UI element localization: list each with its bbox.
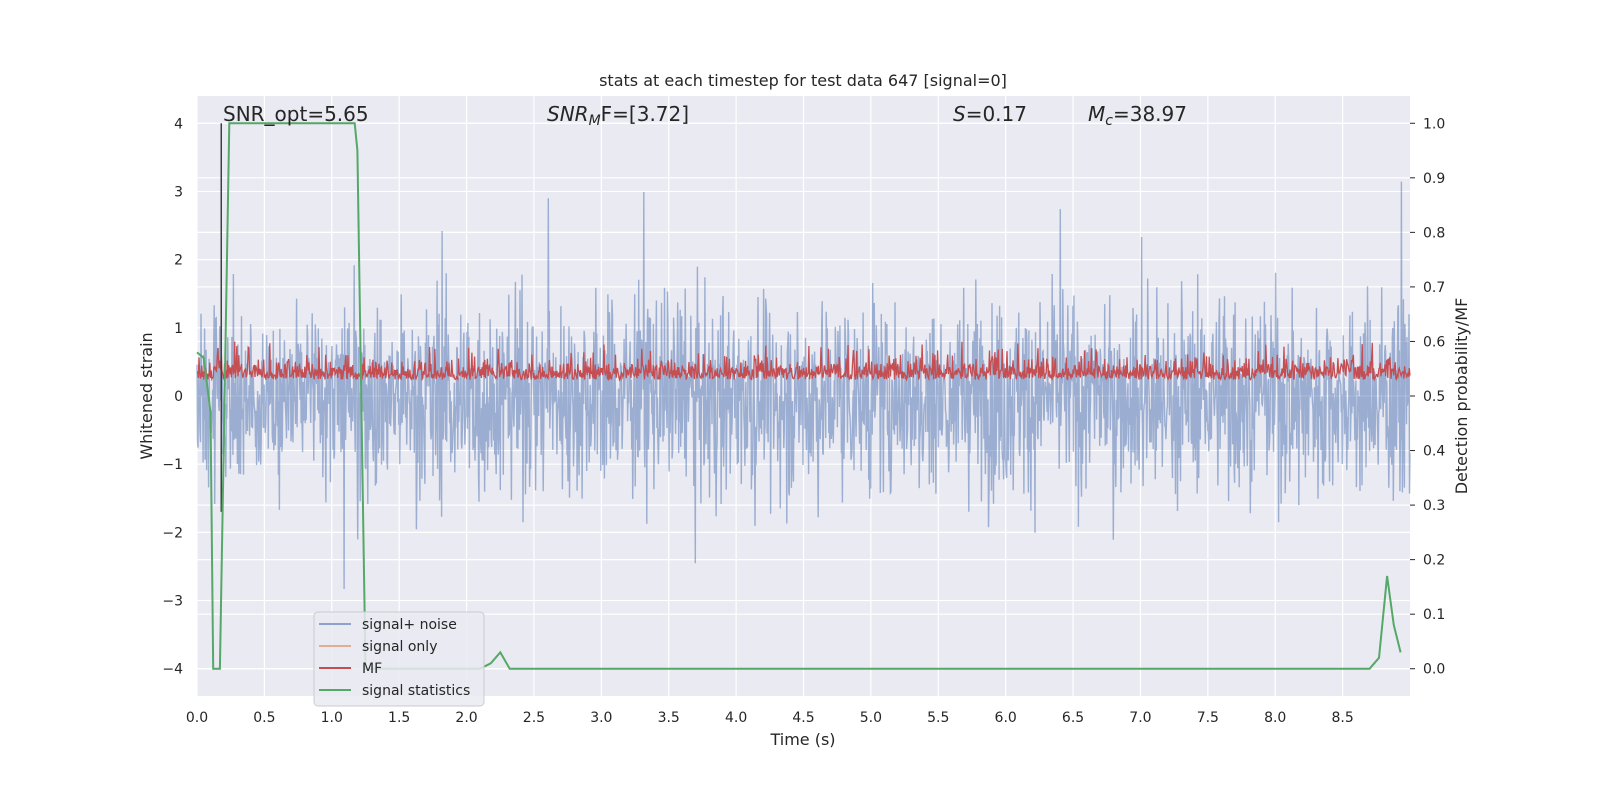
legend-label-signal-only: signal only [362,639,437,655]
y-tick-label-left: −4 [162,662,183,678]
legend-label-signal-statistics: signal statistics [362,683,470,699]
y-tick-label-right: 0.5 [1423,389,1445,405]
s-annotation: S=0.17 [953,102,1027,126]
x-tick-label: 2.0 [455,710,477,726]
x-tick-label: 0.5 [253,710,275,726]
y-ticks-left: −4 −3 −2 −1 0 1 2 3 4 [162,116,183,677]
snr-mf-suffix: F=[3.72] [601,102,689,126]
snr-opt-annotation: SNR_opt=5.65 [223,102,369,126]
x-tick-label: 7.0 [1129,710,1151,726]
y-tick-label-right: 0.4 [1423,444,1445,460]
mc-subscript: c [1105,113,1113,129]
y-tick-label-right: 0.1 [1423,607,1445,623]
snr-mf-annotation: SNRMF=[3.72] [547,102,689,129]
y-tick-label-right: 0.9 [1423,171,1445,187]
x-tick-label: 3.0 [590,710,612,726]
x-tick-label: 6.5 [1062,710,1084,726]
y-tick-label-left: −2 [162,525,183,541]
mf-line [196,341,1411,383]
y-ticks-right: 0.0 0.1 0.2 0.3 0.4 0.5 0.6 0.7 0.8 0.9 1.0 [1410,116,1445,678]
x-tick-label: 1.5 [388,710,410,726]
y-tick-label-left: 0 [174,389,183,405]
y-tick-label-right: 0.7 [1423,280,1445,296]
x-tick-label: 6.0 [995,710,1017,726]
legend-box [313,611,485,707]
snr-mf-subscript: M [589,113,601,129]
x-tick-label: 1.0 [321,710,343,726]
x-tick-label: 2.5 [523,710,545,726]
x-tick-label: 8.5 [1331,710,1353,726]
y-tick-label-right: 1.0 [1423,116,1445,132]
y-tick-label-right: 0.2 [1423,553,1445,569]
y-tick-label-right: 0.8 [1423,225,1445,241]
mc-annotation: Mc=38.97 [1088,102,1187,129]
y-tick-label-right: 0.0 [1423,662,1445,678]
x-axis-label: Time (s) [769,730,835,749]
mf-series [196,341,1411,383]
x-tick-label: 8.0 [1264,710,1286,726]
x-tick-label: 4.0 [725,710,747,726]
y-tick-label-right: 0.6 [1423,334,1445,350]
s-variable: S [953,102,966,126]
legend: signal+ noise signal only MF signal stat… [313,611,485,707]
y-axis-label-left: Whitened strain [137,332,156,459]
x-tick-label: 5.0 [860,710,882,726]
x-tick-label: 7.5 [1197,710,1219,726]
chart-title: stats at each timestep for test data 647… [599,71,1007,90]
s-value: =0.17 [966,102,1027,126]
x-tick-label: 5.5 [927,710,949,726]
legend-label-signal-noise: signal+ noise [362,617,457,633]
y-axis-label-right: Detection probability/MF [1452,298,1471,495]
x-ticks: 0.0 0.5 1.0 1.5 2.0 2.5 3.0 3.5 4.0 4.5 5.0 5.5 6.0 6… [186,710,1354,726]
snr-mf-prefix: SNR [547,102,589,126]
y-tick-label-left: 4 [174,116,183,132]
legend-label-mf: MF [362,661,382,677]
mc-variable: M [1088,102,1105,126]
y-tick-label-left: 3 [174,184,183,200]
y-tick-label-left: 2 [174,253,183,269]
y-tick-label-right: 0.3 [1423,498,1445,514]
y-tick-label-left: −3 [162,594,183,610]
x-tick-label: 0.0 [186,710,208,726]
y-tick-label-left: −1 [162,457,183,473]
mc-value: =38.97 [1113,102,1187,126]
x-tick-label: 4.5 [792,710,814,726]
x-tick-label: 3.5 [658,710,680,726]
y-tick-label-left: 1 [174,321,183,337]
